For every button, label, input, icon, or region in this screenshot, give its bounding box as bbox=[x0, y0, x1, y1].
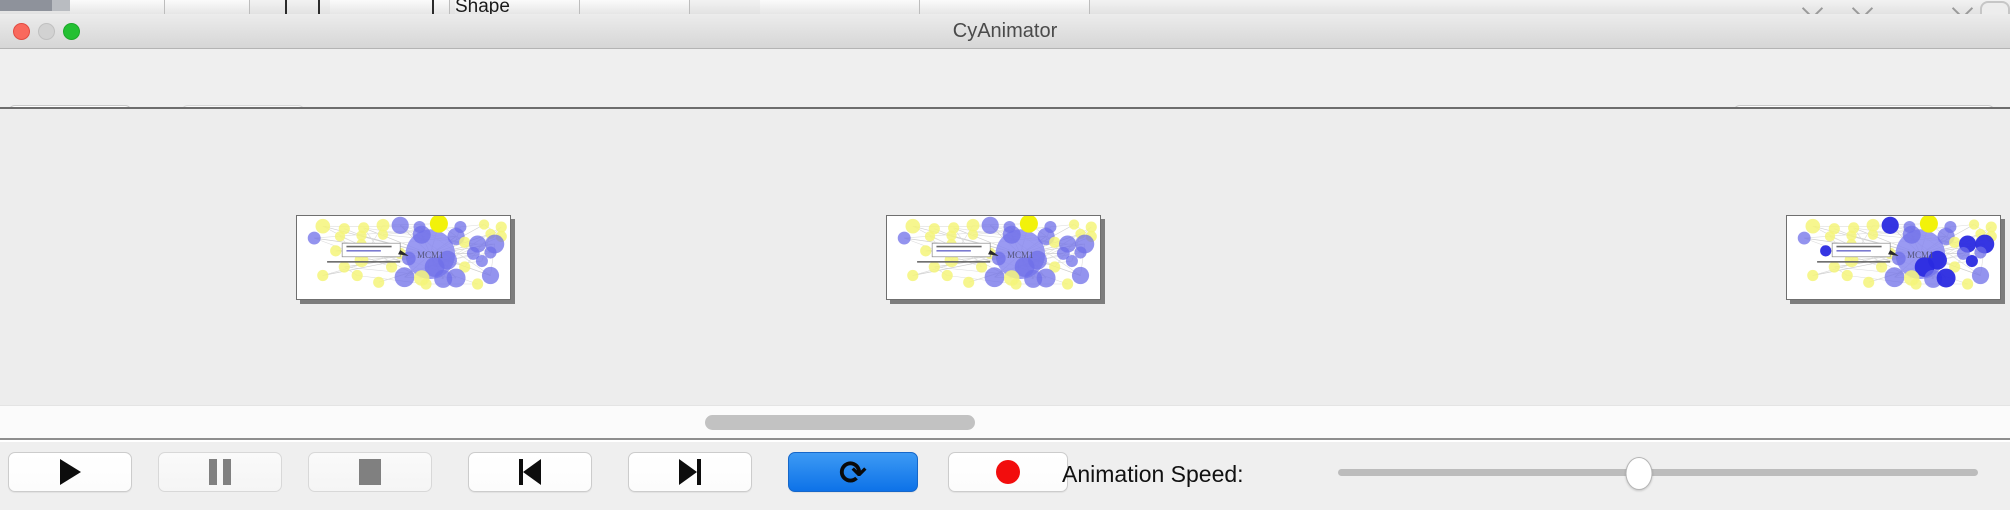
playback-control-bar: ⟳ Animation Speed: bbox=[0, 442, 2010, 510]
chevron-icon bbox=[1851, 0, 1874, 14]
play-button[interactable] bbox=[8, 452, 132, 492]
record-icon bbox=[996, 460, 1020, 484]
loop-icon: ⟳ bbox=[839, 452, 867, 492]
stop-icon bbox=[359, 459, 381, 485]
background-tick bbox=[285, 0, 287, 14]
minimize-button[interactable] bbox=[38, 23, 55, 40]
loop-button[interactable]: ⟳ bbox=[788, 452, 918, 492]
zoom-button[interactable] bbox=[63, 23, 80, 40]
background-segment bbox=[760, 0, 920, 14]
background-segment bbox=[455, 0, 580, 14]
background-segment bbox=[70, 0, 165, 14]
play-icon bbox=[59, 459, 81, 485]
hub-node-label: MCM1 bbox=[417, 250, 444, 260]
window-title: CyAnimator bbox=[952, 20, 1058, 42]
frame-thumbnail-2[interactable]: MCM1 bbox=[886, 215, 1101, 300]
background-segment bbox=[165, 0, 250, 14]
skip-forward-icon bbox=[679, 459, 701, 485]
background-tick bbox=[318, 0, 320, 14]
background-window-label: Shape bbox=[455, 0, 510, 14]
chevron-icon bbox=[1801, 0, 1824, 14]
frame-thumbnail-1[interactable]: MCM1 bbox=[296, 215, 511, 300]
hub-node-label: MCM1 bbox=[1907, 250, 1934, 260]
background-segment bbox=[920, 0, 1090, 14]
close-button[interactable] bbox=[13, 23, 30, 40]
animation-speed-label: Animation Speed: bbox=[1062, 461, 1244, 487]
background-window-dark-segment bbox=[0, 0, 52, 11]
window-titlebar: CyAnimator bbox=[0, 14, 2010, 49]
background-window-dark-segment-2 bbox=[52, 0, 70, 11]
toolbar: Clear All Frames bbox=[0, 49, 2010, 143]
hub-node-label: MCM1 bbox=[1007, 250, 1034, 260]
skip-to-start-button[interactable] bbox=[468, 452, 592, 492]
network-graph: MCM1 bbox=[307, 216, 507, 290]
timeline-scrollbar-track[interactable] bbox=[0, 405, 2010, 440]
pause-icon bbox=[209, 459, 231, 485]
skip-to-end-button[interactable] bbox=[628, 452, 752, 492]
window-controls bbox=[13, 23, 80, 40]
chevron-icon bbox=[1951, 0, 1974, 14]
animation-speed-slider[interactable] bbox=[1338, 452, 1978, 492]
network-graph: MCM1 bbox=[1797, 216, 1997, 290]
background-tick bbox=[432, 0, 434, 14]
timeline-scrollbar-thumb[interactable] bbox=[705, 415, 975, 430]
background-segment bbox=[330, 0, 450, 14]
frame-thumbnail-3[interactable]: MCM1 bbox=[1786, 215, 2001, 300]
slider-thumb[interactable] bbox=[1625, 457, 1653, 490]
stop-button[interactable] bbox=[308, 452, 432, 492]
skip-back-icon bbox=[519, 459, 541, 485]
record-button[interactable] bbox=[948, 452, 1068, 492]
background-segment bbox=[580, 0, 690, 14]
background-window-corner bbox=[1980, 1, 2010, 14]
toolbar-separator bbox=[0, 107, 2010, 109]
pause-button[interactable] bbox=[158, 452, 282, 492]
slider-track[interactable] bbox=[1338, 469, 1978, 476]
network-graph: MCM1 bbox=[897, 216, 1097, 290]
background-window-strip: Shape bbox=[0, 0, 2010, 14]
